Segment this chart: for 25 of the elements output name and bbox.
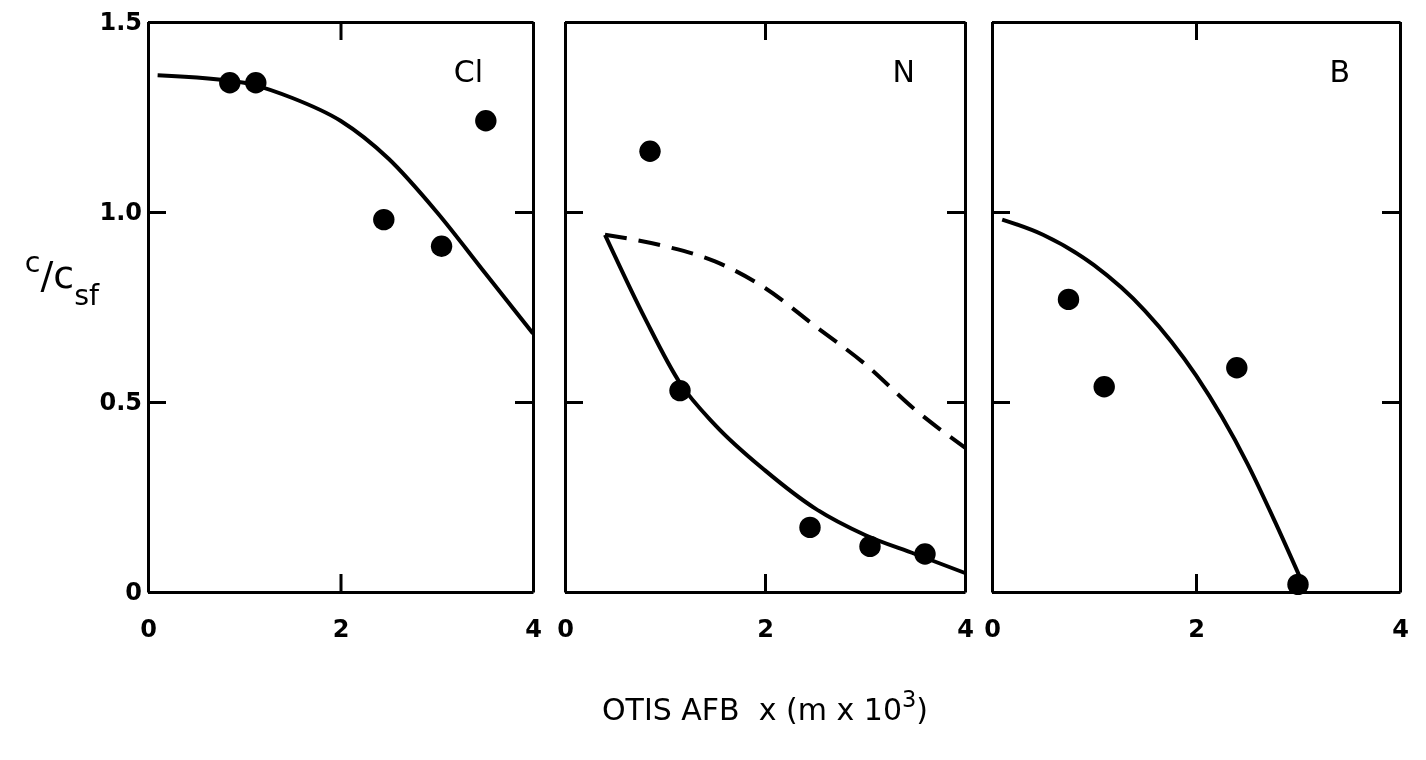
- x-tick-label: 0: [557, 615, 574, 644]
- x-tick-label: 4: [957, 615, 974, 644]
- y-tick-label: 0.5: [99, 388, 142, 417]
- x-tick-label: 2: [757, 615, 774, 644]
- x-tick-label: 0: [984, 615, 1001, 644]
- point: [639, 140, 661, 162]
- annotation: N: [892, 54, 915, 89]
- y-axis-title: $^{c}$/c$_{sf}$: [24, 245, 101, 312]
- point: [799, 516, 821, 539]
- point: [1226, 357, 1248, 379]
- x-tick-label: 4: [525, 615, 542, 644]
- annotation: B: [1329, 54, 1350, 89]
- point: [373, 208, 395, 231]
- x-tick-label: 2: [332, 615, 350, 644]
- y-tick-label: 1.5: [99, 8, 142, 37]
- annotation: Cl: [453, 54, 483, 89]
- x-tick-label: 4: [1392, 615, 1409, 644]
- x-axis-title: OTIS AFB x (m x 10$^{3}$): [601, 686, 929, 727]
- x-tick-label: 2: [1188, 615, 1205, 644]
- point: [1057, 288, 1080, 311]
- point: [430, 235, 453, 257]
- point: [1093, 376, 1115, 398]
- y-tick-label: 1.0: [99, 198, 142, 227]
- y-tick-label: 0: [125, 578, 142, 607]
- point: [475, 110, 497, 132]
